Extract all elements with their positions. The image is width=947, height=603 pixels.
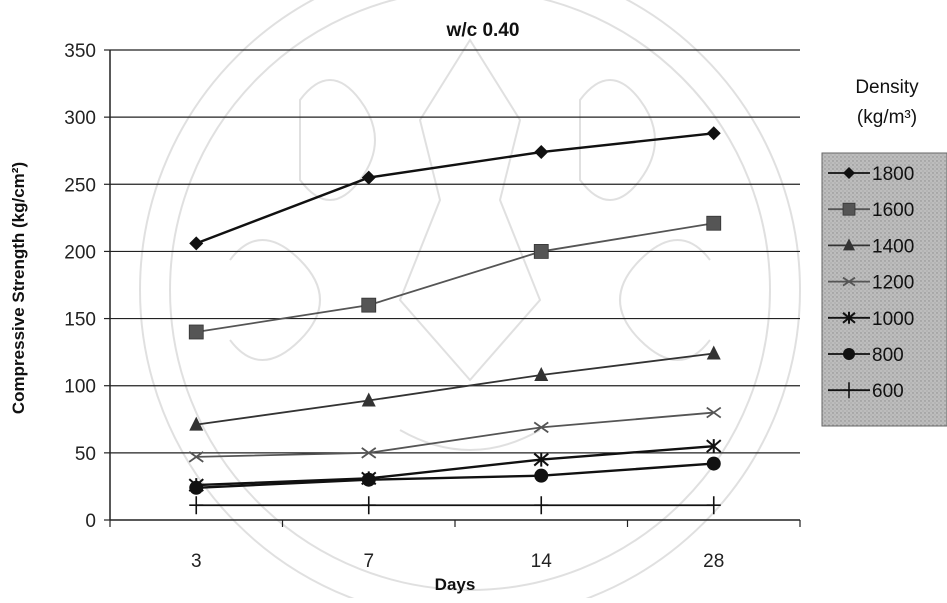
series-line bbox=[196, 411, 714, 458]
chart-title: w/c 0.40 bbox=[446, 20, 520, 41]
legend-label: 1200 bbox=[872, 273, 914, 294]
data-point bbox=[188, 324, 204, 340]
data-point bbox=[706, 215, 722, 231]
x-tick-label: 28 bbox=[703, 551, 724, 572]
data-point bbox=[361, 297, 377, 313]
data-point bbox=[706, 496, 721, 515]
series-line bbox=[196, 222, 714, 333]
y-tick-label: 250 bbox=[64, 175, 96, 196]
y-tick-label: 150 bbox=[64, 310, 96, 331]
legend-item: 1600 bbox=[828, 200, 914, 221]
data-point bbox=[189, 480, 204, 495]
legend-label: 1600 bbox=[872, 200, 914, 221]
data-point bbox=[361, 447, 377, 459]
data-point bbox=[533, 421, 549, 434]
watermark-seal bbox=[139, 0, 801, 603]
data-point bbox=[534, 145, 549, 160]
data-point bbox=[706, 345, 721, 360]
data-point bbox=[361, 496, 376, 515]
data-point bbox=[843, 238, 855, 251]
legend-box bbox=[821, 152, 947, 427]
data-point bbox=[843, 382, 855, 399]
legend-item: 800 bbox=[828, 345, 904, 366]
legend-item: 600 bbox=[828, 381, 904, 402]
series-line bbox=[196, 462, 714, 489]
data-point bbox=[534, 366, 549, 381]
legend-label: 800 bbox=[872, 345, 904, 366]
legend-label: 1000 bbox=[872, 309, 914, 330]
data-point bbox=[706, 456, 721, 471]
series-line bbox=[196, 444, 714, 487]
data-point bbox=[843, 167, 855, 179]
series-1200 bbox=[188, 406, 722, 463]
data-point bbox=[706, 126, 721, 141]
data-point bbox=[361, 392, 376, 407]
y-tick-label: 100 bbox=[64, 377, 96, 398]
legend: 1800 1600 1400 1200 1000 800 600 bbox=[828, 164, 914, 402]
legend-item: 1200 bbox=[828, 273, 914, 294]
x-tick-label: 3 bbox=[191, 551, 202, 572]
data-point bbox=[189, 496, 204, 515]
legend-item: 1400 bbox=[828, 236, 914, 257]
y-tick-label: 0 bbox=[85, 511, 96, 532]
y-tick-label: 350 bbox=[64, 41, 96, 62]
y-tick-labels: 0 50 100 150 200 250 300 350 bbox=[64, 41, 96, 532]
data-point bbox=[842, 311, 856, 324]
legend-item: 1800 bbox=[828, 164, 914, 185]
data-point bbox=[534, 496, 549, 515]
data-point bbox=[706, 439, 722, 454]
legend-item: 1000 bbox=[828, 309, 914, 330]
series-1600 bbox=[188, 215, 722, 340]
x-tick-labels: 3 7 14 28 bbox=[109, 520, 801, 572]
data-point bbox=[706, 406, 722, 419]
series-1800 bbox=[189, 126, 721, 251]
x-axis-label: Days bbox=[435, 575, 476, 594]
data-point bbox=[842, 202, 856, 216]
series-600 bbox=[189, 496, 721, 515]
data-point bbox=[188, 451, 204, 463]
series-1400 bbox=[189, 345, 721, 431]
y-axis-label: Compressive Strength (kg/cm²) bbox=[9, 162, 28, 414]
data-point bbox=[533, 244, 549, 259]
y-tick-label: 300 bbox=[64, 108, 96, 129]
data-point bbox=[189, 416, 204, 431]
data-point bbox=[843, 348, 855, 360]
y-tick-label: 50 bbox=[75, 444, 96, 465]
data-point bbox=[533, 452, 549, 467]
y-tick-label: 200 bbox=[64, 242, 96, 263]
series-line bbox=[196, 352, 714, 426]
data-point bbox=[534, 468, 549, 483]
x-tick-label: 14 bbox=[531, 551, 553, 572]
series-line bbox=[195, 132, 714, 245]
series-group bbox=[188, 126, 722, 515]
legend-label: 1400 bbox=[872, 236, 914, 257]
legend-title-line1: Density bbox=[855, 77, 919, 98]
legend-title-line2: (kg/m³) bbox=[857, 107, 917, 128]
data-point bbox=[361, 170, 376, 185]
data-point bbox=[842, 276, 856, 287]
legend-label: 600 bbox=[872, 381, 904, 402]
series-800 bbox=[189, 456, 721, 495]
x-tick-label: 7 bbox=[363, 551, 374, 572]
data-point bbox=[361, 472, 376, 487]
gridlines bbox=[104, 49, 800, 521]
legend-label: 1800 bbox=[872, 164, 914, 185]
data-point bbox=[189, 236, 204, 251]
